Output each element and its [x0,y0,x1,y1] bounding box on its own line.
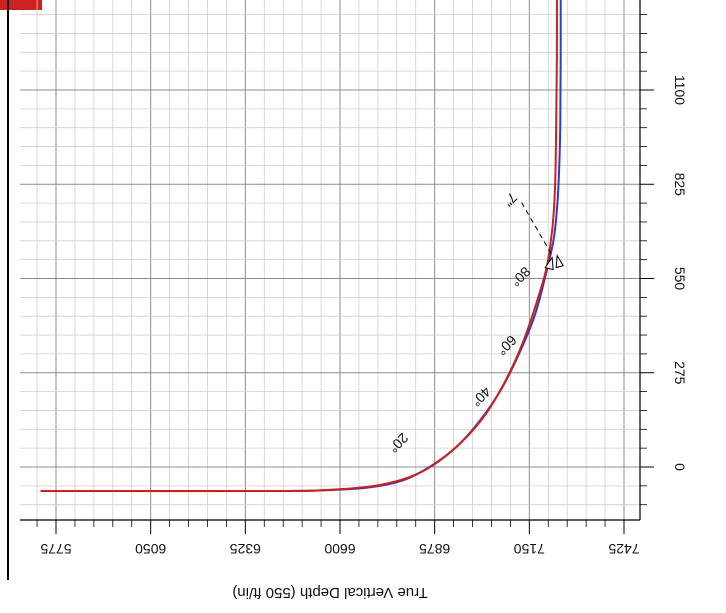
depth-tick-label: 7150 [514,541,545,557]
casing-leader-line [521,202,552,254]
annotation-label: 60° [494,332,520,358]
depth-tick-label: 6875 [419,541,450,557]
casing-shoe-icon [555,254,564,269]
displacement-tick-label: 1100 [672,75,688,105]
displacement-tick-label: 275 [672,361,688,385]
annotation-label: 20° [385,430,411,456]
displacement-tick-label: 0 [672,463,688,471]
annotation-label: 7" [500,190,520,210]
depth-tick-label: 7425 [608,541,639,557]
depth-tick-label: 6050 [135,541,166,557]
depth-tick-label: 6600 [324,541,355,557]
axes: 5775 6050 6325 6600 6875 7150 7425 0 275 550 825 11… [20,0,688,557]
series-line-1 [40,0,558,493]
casing-shoe-icon [544,256,554,271]
depth-tick-label: 6325 [230,541,261,557]
grid [20,0,640,520]
depth-tick-label: 5775 [40,541,71,557]
series-group [40,0,562,493]
displacement-tick-label: 825 [672,173,688,197]
annotations: 20°40°60°80°7" [385,190,564,456]
legend-swatch [0,0,42,10]
annotation-label: 80° [508,264,534,290]
y-axis-label: True Vertical Depth (550 ft/in) [232,584,427,601]
displacement-tick-label: 550 [672,267,688,291]
